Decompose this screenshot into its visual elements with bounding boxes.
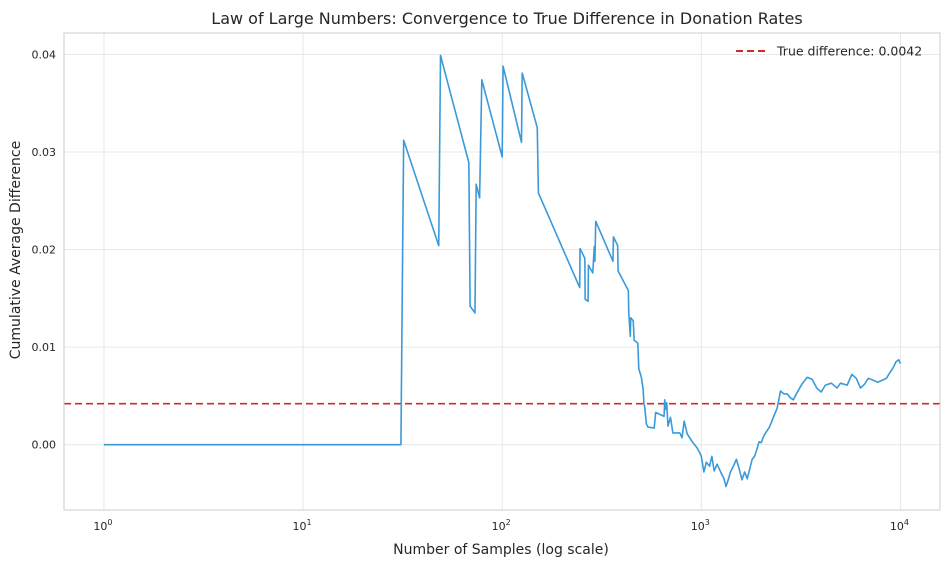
series-line — [103, 54, 902, 488]
legend-label: True difference: 0.0042 — [776, 44, 922, 59]
legend: True difference: 0.0042 — [736, 44, 922, 59]
y-axis-label: Cumulative Average Difference — [8, 141, 24, 359]
plot-border — [63, 32, 941, 511]
ticks: 100 101 102 103 104 0.00 0.01 0.02 0.03 0.04 — [32, 48, 909, 533]
y-tick-label: 0.02 — [32, 244, 57, 257]
series-layer — [103, 54, 902, 488]
y-tick-label: 0.01 — [32, 341, 57, 354]
x-tick-label: 100 — [93, 518, 112, 533]
chart-title: Law of Large Numbers: Convergence to Tru… — [211, 9, 802, 28]
x-tick-label: 104 — [890, 518, 909, 533]
y-tick-label: 0.03 — [32, 146, 57, 159]
x-tick-label: 103 — [691, 518, 710, 533]
x-axis-label: Number of Samples (log scale) — [393, 542, 609, 558]
y-tick-label: 0.04 — [32, 48, 57, 61]
x-tick-label: 101 — [293, 518, 312, 533]
axes-frame — [63, 32, 941, 511]
x-tick-label: 102 — [492, 518, 511, 533]
y-tick-label: 0.00 — [32, 439, 57, 452]
